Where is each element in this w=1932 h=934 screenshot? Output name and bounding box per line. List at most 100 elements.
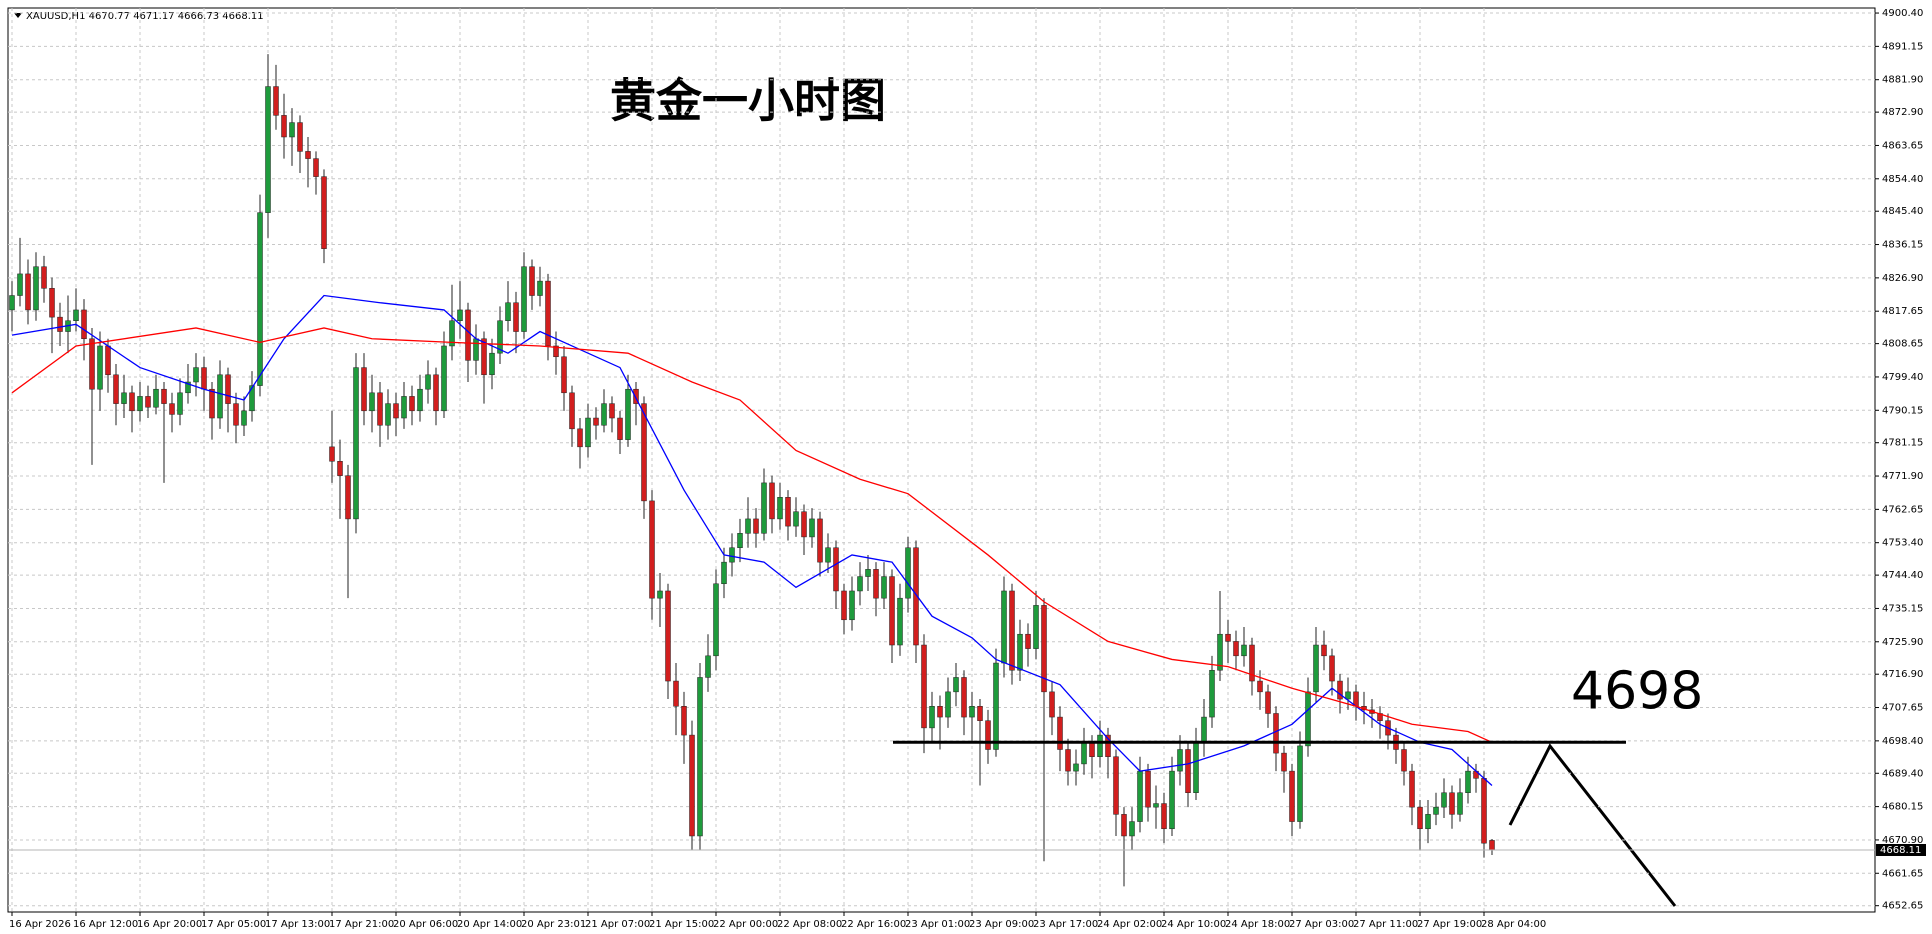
candle-body bbox=[1449, 792, 1455, 815]
x-tick-label: 24 Apr 02:00 bbox=[1097, 919, 1162, 930]
candle-body bbox=[121, 392, 127, 404]
candle-body bbox=[889, 576, 895, 646]
candle-body bbox=[1073, 763, 1079, 772]
y-tick-label: 4652.65 bbox=[1882, 901, 1923, 912]
candle-body bbox=[697, 677, 703, 837]
y-tick-label: 4698.40 bbox=[1882, 736, 1923, 747]
x-tick-label: 22 Apr 16:00 bbox=[841, 919, 906, 930]
y-tick-label: 4689.40 bbox=[1882, 768, 1923, 779]
candle-body bbox=[249, 385, 255, 412]
candle-body bbox=[873, 569, 879, 599]
candle-body bbox=[593, 417, 599, 426]
candle-body bbox=[865, 569, 871, 577]
candle-body bbox=[529, 266, 535, 296]
candle-body bbox=[1241, 644, 1247, 657]
moving-average bbox=[11, 327, 1493, 743]
low-value: 4666.73 bbox=[178, 11, 219, 22]
candle-body bbox=[785, 497, 791, 527]
candle-body bbox=[881, 576, 887, 599]
candle-body bbox=[25, 273, 31, 311]
candle-body bbox=[753, 518, 759, 534]
candle-body bbox=[1489, 840, 1495, 851]
candle-body bbox=[353, 367, 359, 520]
x-tick-label: 22 Apr 08:00 bbox=[777, 919, 842, 930]
candle-body bbox=[1009, 590, 1015, 671]
candle-body bbox=[1401, 749, 1407, 772]
y-tick-label: 4716.90 bbox=[1882, 669, 1923, 680]
candle-body bbox=[1409, 770, 1415, 808]
candle-body bbox=[1265, 691, 1271, 714]
x-tick-label: 27 Apr 19:00 bbox=[1417, 919, 1482, 930]
candle-body bbox=[929, 706, 935, 729]
candle-body bbox=[81, 309, 87, 340]
candle-body bbox=[465, 309, 471, 361]
candle-body bbox=[177, 392, 183, 415]
candle-body bbox=[409, 396, 415, 412]
candle-body bbox=[521, 266, 527, 332]
candle-body bbox=[1425, 814, 1431, 830]
candle-body bbox=[1049, 691, 1055, 718]
candle-body bbox=[33, 266, 39, 311]
candle-body bbox=[953, 677, 959, 693]
x-tick-label: 27 Apr 03:00 bbox=[1289, 919, 1354, 930]
candle-body bbox=[1193, 742, 1199, 793]
candle-body bbox=[345, 475, 351, 520]
candle-body bbox=[1433, 806, 1439, 815]
candle-body bbox=[585, 417, 591, 448]
candle-body bbox=[1025, 633, 1031, 649]
candle-body bbox=[1209, 669, 1215, 718]
candle-body bbox=[1105, 734, 1111, 757]
candle-body bbox=[561, 356, 567, 394]
candle-body bbox=[913, 547, 919, 646]
candle-body bbox=[145, 396, 151, 408]
candle-body bbox=[1257, 680, 1263, 693]
y-tick-label: 4881.90 bbox=[1882, 75, 1923, 86]
candle-body bbox=[393, 403, 399, 419]
candle-body bbox=[633, 388, 639, 404]
y-tick-label: 4891.15 bbox=[1882, 41, 1923, 52]
candle-body bbox=[993, 662, 999, 750]
y-tick-label: 4863.65 bbox=[1882, 140, 1923, 151]
candle-body bbox=[841, 590, 847, 621]
candle-body bbox=[569, 392, 575, 430]
candle-body bbox=[825, 547, 831, 563]
y-tick-label: 4707.65 bbox=[1882, 703, 1923, 714]
candle-body bbox=[1057, 716, 1063, 750]
candle-body bbox=[801, 511, 807, 538]
candle-body bbox=[201, 367, 207, 390]
candle-body bbox=[449, 320, 455, 347]
candle-body bbox=[489, 352, 495, 376]
x-tick-label: 23 Apr 01:00 bbox=[905, 919, 970, 930]
candle-body bbox=[377, 392, 383, 426]
candle-body bbox=[505, 302, 511, 321]
candle-body bbox=[161, 388, 167, 404]
x-tick-label: 17 Apr 05:00 bbox=[201, 919, 266, 930]
candle-body bbox=[625, 388, 631, 440]
candle-body bbox=[289, 122, 295, 138]
candle-body bbox=[921, 644, 927, 729]
candle-body bbox=[977, 706, 983, 721]
x-tick-label: 17 Apr 13:00 bbox=[265, 919, 330, 930]
candle-body bbox=[193, 367, 199, 383]
candle-body bbox=[401, 396, 407, 419]
y-tick-label: 4799.40 bbox=[1882, 372, 1923, 383]
x-tick-label: 16 Apr 12:00 bbox=[73, 919, 138, 930]
projection-arrow bbox=[1508, 743, 1677, 907]
candle-body bbox=[1185, 749, 1191, 793]
level-label: 4698 bbox=[1571, 661, 1703, 721]
candle-body bbox=[1249, 644, 1255, 682]
y-tick-label: 4661.65 bbox=[1882, 868, 1923, 879]
y-tick-label: 4817.65 bbox=[1882, 306, 1923, 317]
candle-body bbox=[457, 309, 463, 321]
candle-body bbox=[961, 677, 967, 718]
candle-body bbox=[1217, 633, 1223, 671]
candle-body bbox=[305, 151, 311, 159]
candle-body bbox=[209, 388, 215, 419]
moving-average bbox=[11, 294, 1493, 787]
candle-body bbox=[73, 309, 79, 321]
candle-body bbox=[761, 482, 767, 534]
candle-body bbox=[689, 734, 695, 837]
candle-body bbox=[473, 338, 479, 361]
candle-body bbox=[1169, 770, 1175, 830]
candle-body bbox=[601, 403, 607, 426]
